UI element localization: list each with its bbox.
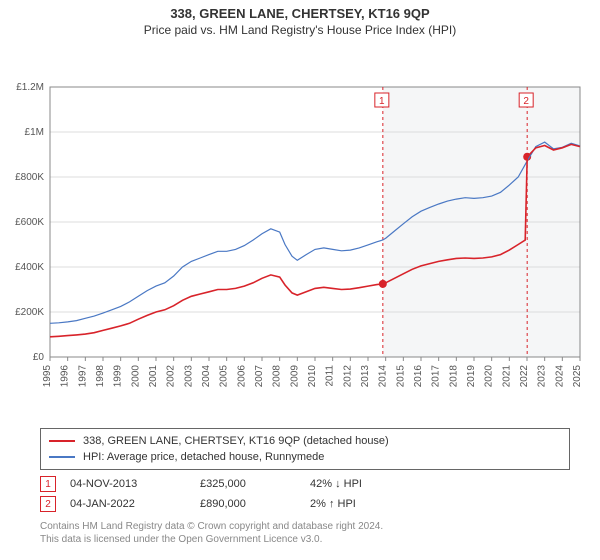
x-tick-label: 2004	[201, 365, 212, 388]
sale-date: 04-JAN-2022	[70, 498, 200, 510]
x-tick-label: 2001	[148, 365, 159, 388]
legend-swatch	[49, 456, 75, 458]
x-tick-label: 2012	[342, 365, 353, 388]
sale-price: £325,000	[200, 478, 310, 490]
x-tick-label: 2014	[378, 365, 389, 388]
x-tick-label: 2015	[395, 365, 406, 388]
sale-price: £890,000	[200, 498, 310, 510]
x-tick-label: 1996	[60, 365, 71, 388]
y-tick-label: £400K	[15, 262, 44, 273]
y-tick-label: £1M	[25, 127, 44, 138]
x-tick-label: 2022	[519, 365, 530, 388]
x-tick-label: 2003	[183, 365, 194, 388]
x-tick-label: 2025	[572, 365, 583, 388]
x-tick-label: 2020	[484, 365, 495, 388]
legend-label: HPI: Average price, detached house, Runn…	[83, 451, 324, 463]
sale-diff: 2% ↑ HPI	[310, 498, 420, 510]
chart-svg: £0 £200K £400K £600K £800K £1M £1.2M 1995 1996 19…	[0, 37, 600, 417]
titles: 338, GREEN LANE, CHERTSEY, KT16 9QP Pric…	[0, 0, 600, 37]
x-tick-label: 1997	[77, 365, 88, 388]
footer-line1: Contains HM Land Registry data © Crown c…	[40, 520, 570, 533]
x-tick-label: 1995	[42, 365, 53, 388]
y-tick-label: £800K	[15, 172, 44, 183]
x-tick-label: 1998	[95, 365, 106, 388]
title-sub: Price paid vs. HM Land Registry's House …	[0, 23, 600, 37]
legend-row: HPI: Average price, detached house, Runn…	[49, 449, 561, 465]
x-tick-label: 2016	[413, 365, 424, 388]
legend-box: 338, GREEN LANE, CHERTSEY, KT16 9QP (det…	[40, 428, 570, 470]
sale-marker-num: 1	[379, 96, 385, 107]
x-tick-label: 2017	[431, 365, 442, 388]
x-tick-label: 2009	[289, 365, 300, 388]
footer: Contains HM Land Registry data © Crown c…	[40, 520, 570, 546]
x-tick-label: 2007	[254, 365, 265, 388]
sale-marker-icon: 1	[40, 476, 56, 492]
chart-container: 338, GREEN LANE, CHERTSEY, KT16 9QP Pric…	[0, 0, 600, 546]
chart-area: £0 £200K £400K £600K £800K £1M £1.2M 1995 1996 19…	[0, 37, 600, 422]
x-tick-label: 2013	[360, 365, 371, 388]
y-tick-label: £200K	[15, 307, 44, 318]
legend-label: 338, GREEN LANE, CHERTSEY, KT16 9QP (det…	[83, 435, 389, 447]
title-main: 338, GREEN LANE, CHERTSEY, KT16 9QP	[0, 6, 600, 21]
x-tick-label: 2000	[130, 365, 141, 388]
y-tick-label: £0	[33, 352, 45, 363]
x-tick-label: 2023	[537, 365, 548, 388]
legend-swatch	[49, 440, 75, 442]
x-tick-label: 2005	[219, 365, 230, 388]
x-tick-label: 2018	[448, 365, 459, 388]
x-tick-label: 2011	[325, 365, 336, 387]
sale-row: 1 04-NOV-2013£325,00042% ↓ HPI	[40, 474, 570, 494]
x-tick-label: 2010	[307, 365, 318, 388]
sale-marker-num: 2	[523, 96, 529, 107]
sale-row: 2 04-JAN-2022£890,0002% ↑ HPI	[40, 494, 570, 514]
x-tick-label: 2002	[166, 365, 177, 388]
x-tick-label: 2008	[272, 365, 283, 388]
y-tick-label: £600K	[15, 217, 44, 228]
x-tick-label: 2019	[466, 365, 477, 388]
footer-line2: This data is licensed under the Open Gov…	[40, 533, 570, 546]
x-tick-label: 2006	[236, 365, 247, 388]
sale-marker-icon: 2	[40, 496, 56, 512]
x-tick-label: 2024	[554, 365, 565, 388]
sales-table: 1 04-NOV-2013£325,00042% ↓ HPI 2 04-JAN-202…	[40, 474, 570, 514]
sale-diff: 42% ↓ HPI	[310, 478, 420, 490]
legend-row: 338, GREEN LANE, CHERTSEY, KT16 9QP (det…	[49, 433, 561, 449]
x-tick-label: 2021	[501, 365, 512, 388]
sale-date: 04-NOV-2013	[70, 478, 200, 490]
x-tick-label: 1999	[113, 365, 124, 388]
y-tick-label: £1.2M	[16, 82, 44, 93]
